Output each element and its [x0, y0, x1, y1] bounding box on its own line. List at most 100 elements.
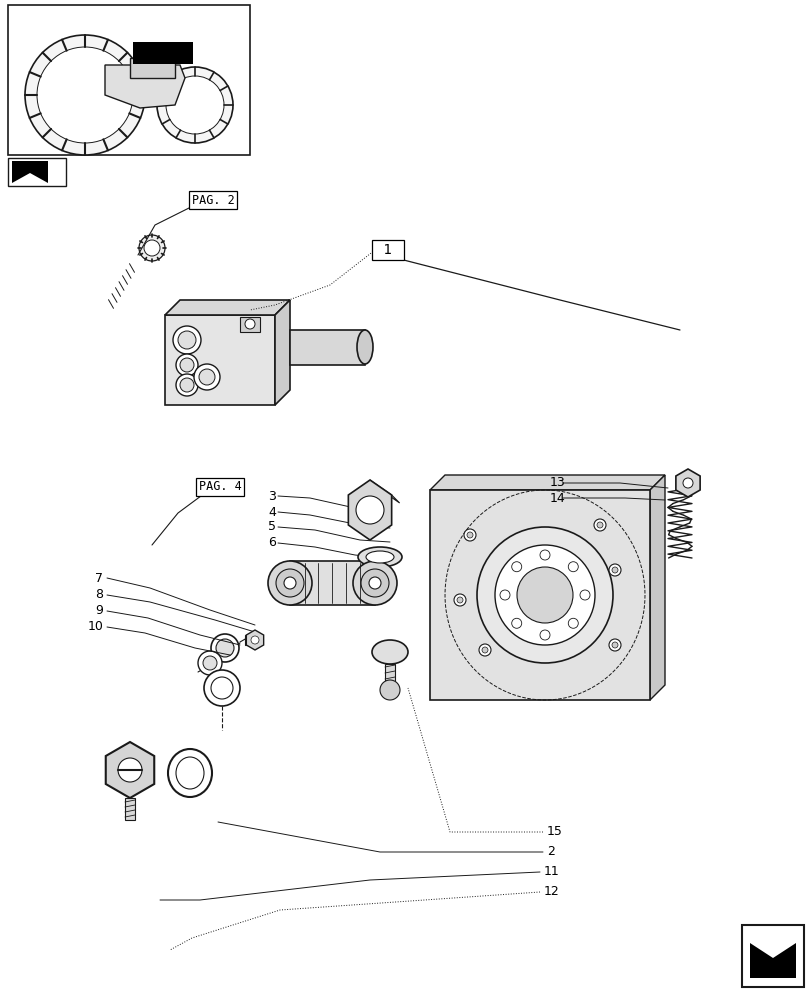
- Polygon shape: [430, 490, 649, 700]
- Bar: [741, 925, 803, 987]
- Circle shape: [611, 642, 617, 648]
- Circle shape: [173, 326, 201, 354]
- Text: PAG. 2: PAG. 2: [191, 194, 234, 207]
- Polygon shape: [165, 315, 275, 405]
- Text: 13: 13: [549, 477, 565, 489]
- Polygon shape: [105, 65, 185, 108]
- Polygon shape: [165, 300, 290, 315]
- Ellipse shape: [358, 547, 401, 567]
- Bar: [8, 158, 66, 186]
- Circle shape: [463, 529, 475, 541]
- Circle shape: [165, 76, 224, 134]
- Polygon shape: [751, 928, 793, 943]
- Ellipse shape: [357, 330, 372, 364]
- Circle shape: [118, 758, 142, 782]
- Circle shape: [568, 618, 577, 628]
- Circle shape: [482, 647, 487, 653]
- Text: 12: 12: [543, 885, 559, 898]
- Polygon shape: [275, 300, 290, 405]
- Circle shape: [178, 331, 195, 349]
- Circle shape: [476, 527, 612, 663]
- Text: 6: 6: [268, 536, 276, 550]
- Text: 10: 10: [88, 620, 104, 634]
- Text: 8: 8: [95, 588, 103, 601]
- Circle shape: [211, 677, 233, 699]
- Ellipse shape: [353, 561, 397, 605]
- Circle shape: [216, 639, 234, 657]
- Circle shape: [596, 522, 603, 528]
- Circle shape: [199, 369, 215, 385]
- Polygon shape: [290, 330, 365, 365]
- Polygon shape: [384, 664, 394, 690]
- Circle shape: [25, 35, 145, 155]
- Circle shape: [204, 670, 240, 706]
- Circle shape: [194, 364, 220, 390]
- Circle shape: [180, 378, 194, 392]
- Circle shape: [180, 358, 194, 372]
- Ellipse shape: [168, 749, 212, 797]
- Polygon shape: [430, 475, 664, 490]
- Circle shape: [251, 636, 259, 644]
- Circle shape: [203, 656, 217, 670]
- Polygon shape: [130, 58, 175, 78]
- Polygon shape: [749, 943, 795, 978]
- Circle shape: [478, 644, 491, 656]
- Circle shape: [380, 680, 400, 700]
- Circle shape: [453, 594, 466, 606]
- Polygon shape: [105, 742, 154, 798]
- Ellipse shape: [371, 640, 407, 664]
- Text: 9: 9: [95, 604, 103, 617]
- Circle shape: [539, 550, 549, 560]
- Ellipse shape: [176, 757, 204, 789]
- Circle shape: [608, 639, 620, 651]
- Circle shape: [517, 567, 573, 623]
- Circle shape: [139, 235, 165, 261]
- Ellipse shape: [366, 551, 393, 563]
- Circle shape: [539, 630, 549, 640]
- Polygon shape: [246, 630, 264, 650]
- Circle shape: [682, 478, 692, 488]
- Circle shape: [176, 354, 198, 376]
- Ellipse shape: [361, 569, 388, 597]
- Circle shape: [245, 319, 255, 329]
- Text: 2: 2: [547, 845, 554, 858]
- Text: PAG. 4: PAG. 4: [199, 481, 241, 493]
- Circle shape: [608, 564, 620, 576]
- Circle shape: [611, 567, 617, 573]
- Polygon shape: [125, 798, 135, 820]
- Circle shape: [284, 577, 296, 589]
- Circle shape: [511, 562, 521, 572]
- Circle shape: [500, 590, 509, 600]
- Text: 11: 11: [543, 865, 559, 878]
- Bar: [133, 42, 193, 64]
- Circle shape: [466, 532, 473, 538]
- Polygon shape: [370, 480, 399, 503]
- Circle shape: [211, 634, 238, 662]
- Circle shape: [355, 496, 384, 524]
- Circle shape: [37, 47, 133, 143]
- Ellipse shape: [268, 561, 311, 605]
- Polygon shape: [649, 475, 664, 700]
- Text: 14: 14: [549, 491, 565, 504]
- Circle shape: [157, 67, 233, 143]
- Polygon shape: [245, 635, 255, 645]
- Circle shape: [495, 545, 594, 645]
- Text: 3: 3: [268, 489, 276, 502]
- Circle shape: [457, 597, 462, 603]
- Circle shape: [579, 590, 590, 600]
- Ellipse shape: [276, 569, 303, 597]
- Polygon shape: [12, 161, 48, 183]
- Text: 4: 4: [268, 506, 276, 518]
- Text: 5: 5: [268, 520, 276, 534]
- Circle shape: [144, 240, 160, 256]
- Text: 15: 15: [547, 825, 562, 838]
- Text: 7: 7: [95, 572, 103, 584]
- Circle shape: [511, 618, 521, 628]
- Polygon shape: [290, 561, 375, 605]
- Circle shape: [368, 577, 380, 589]
- Bar: [8, 5, 250, 155]
- Circle shape: [568, 562, 577, 572]
- Circle shape: [198, 651, 221, 675]
- Polygon shape: [675, 469, 699, 497]
- Text: 1: 1: [375, 243, 400, 257]
